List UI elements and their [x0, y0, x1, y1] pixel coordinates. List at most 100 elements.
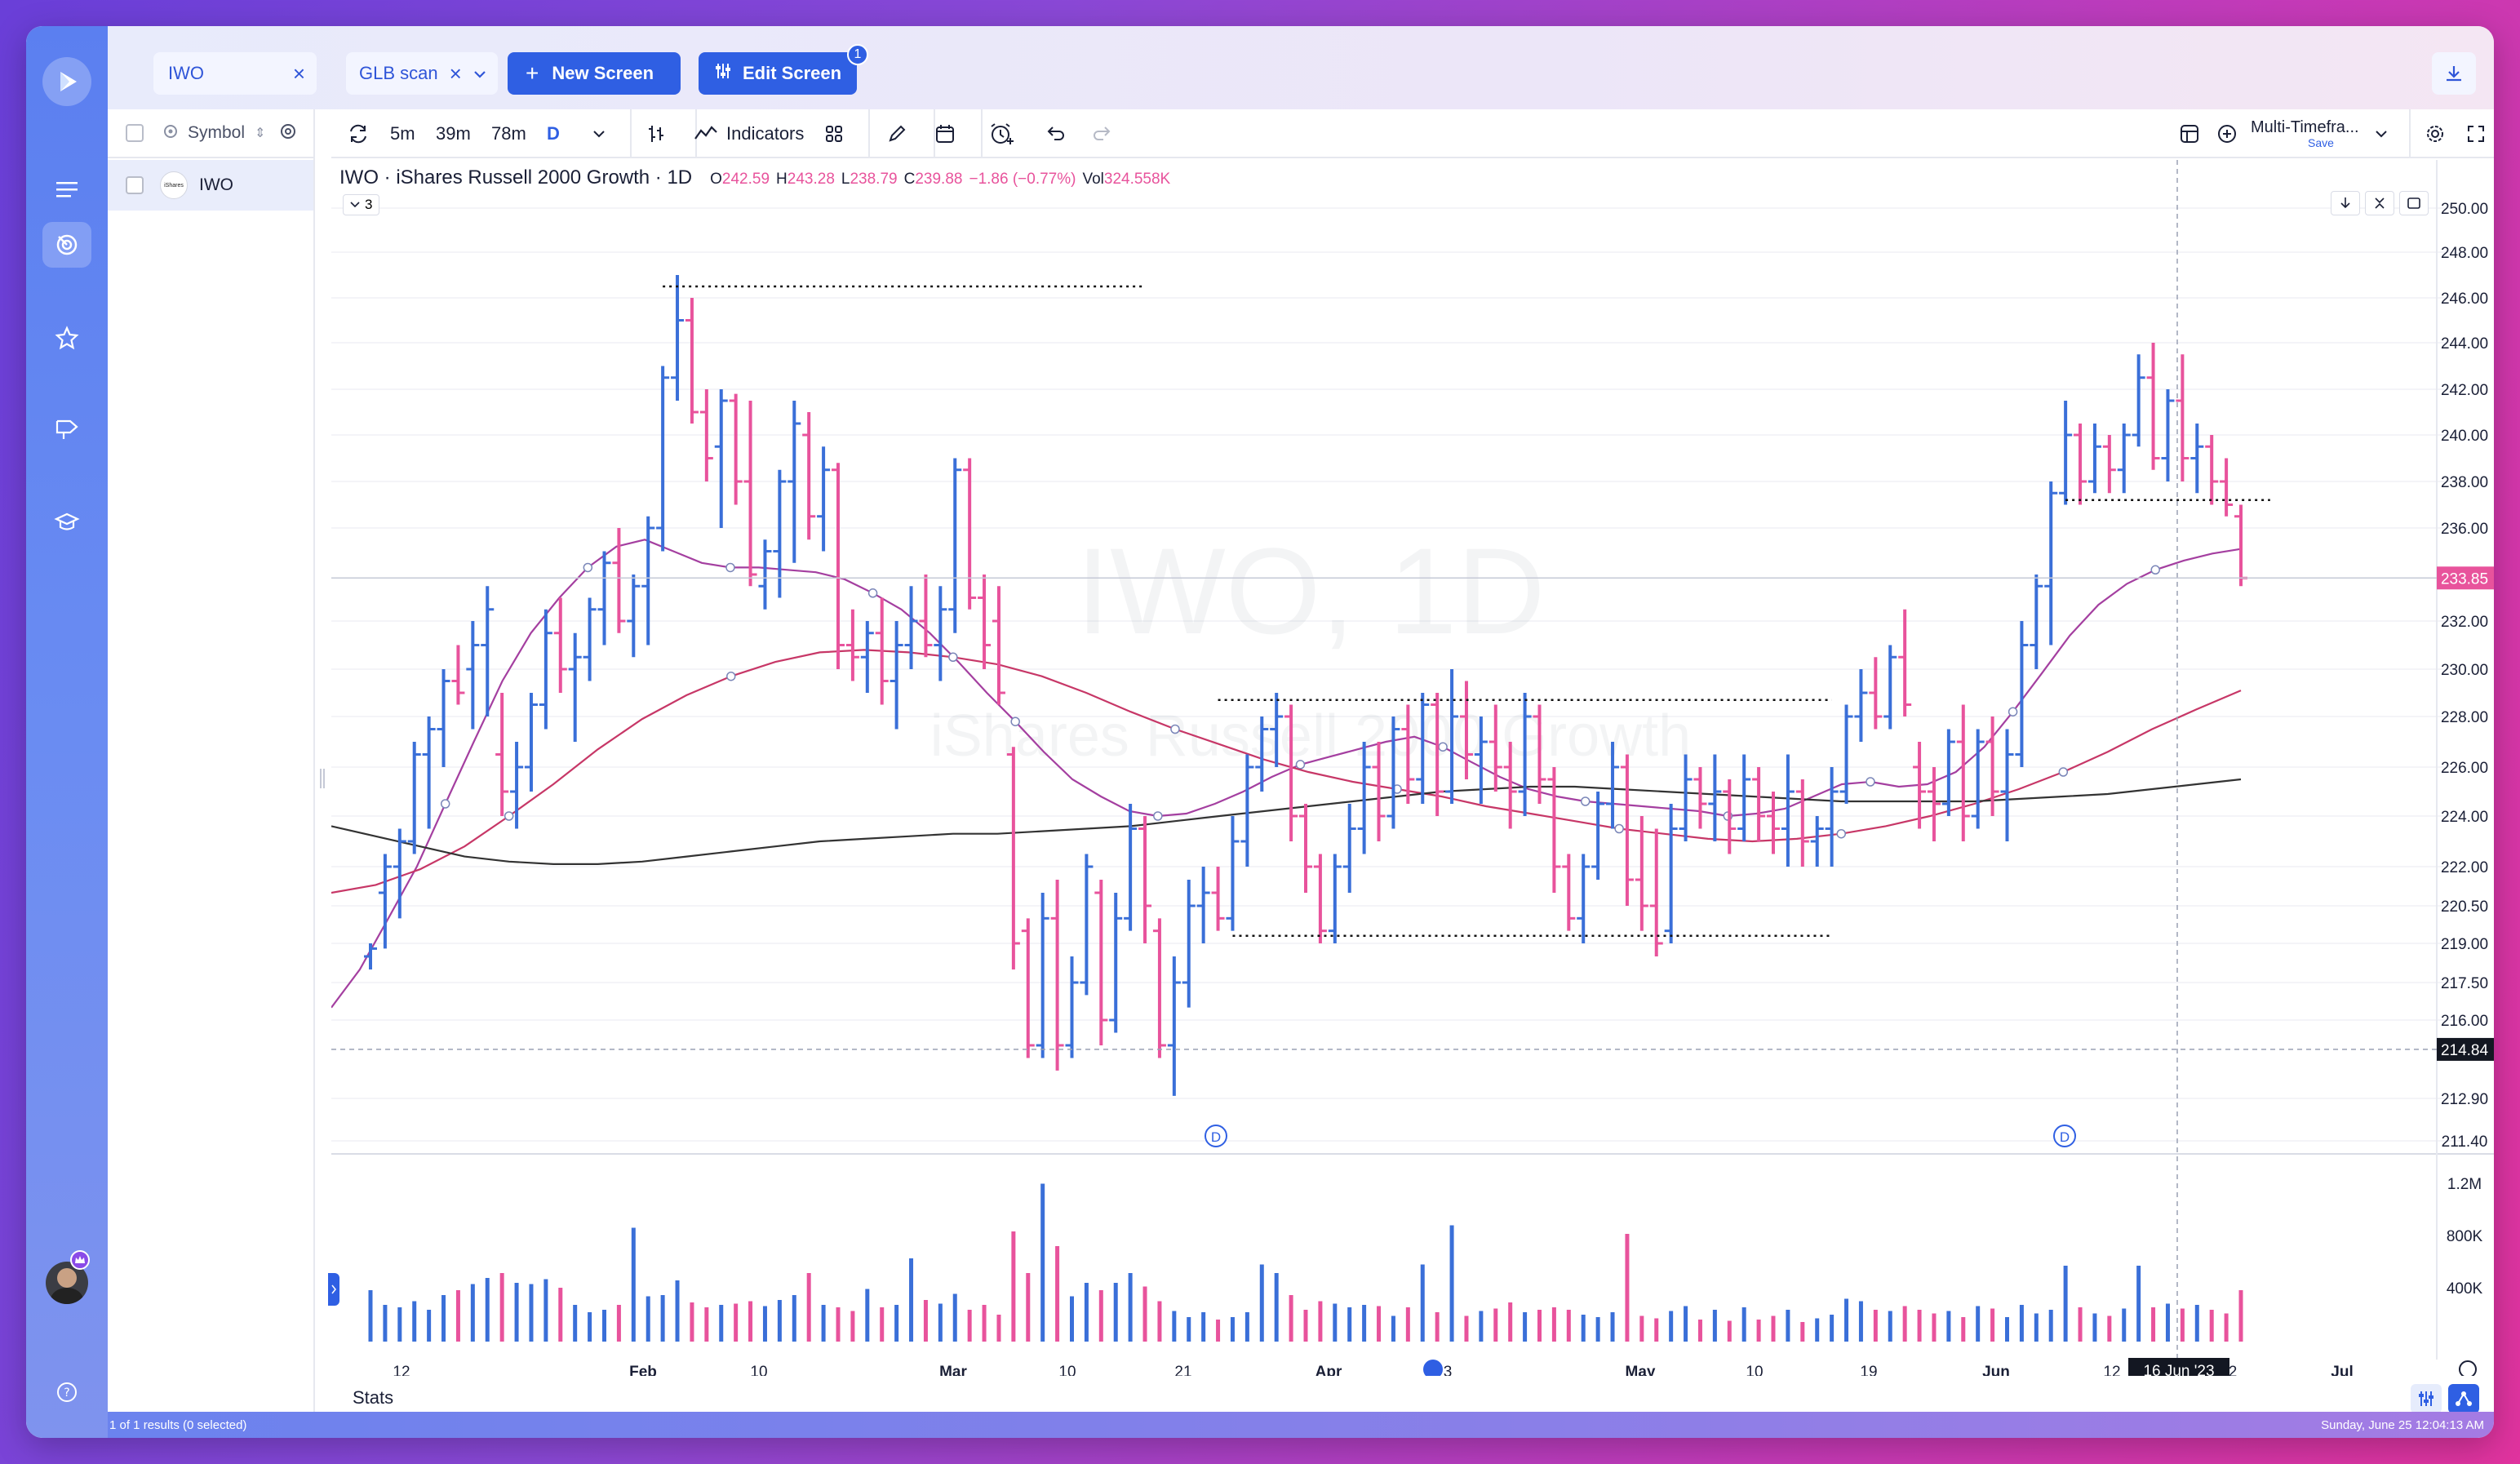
price-chart[interactable]: IWO, 1D iShares Russell 2000 Growth D D 25…: [331, 160, 2494, 1376]
help-icon[interactable]: ?: [42, 1369, 91, 1415]
bottom-network-icon[interactable]: [2448, 1384, 2479, 1413]
ohlc-bar: [1927, 767, 1941, 841]
ohlc-bar: [378, 854, 392, 949]
avatar[interactable]: [46, 1262, 88, 1304]
volume-bar: [1377, 1306, 1382, 1342]
ohlc-bar: [1386, 716, 1400, 829]
volume-bar: [383, 1305, 388, 1342]
stats-tab[interactable]: Stats: [353, 1387, 394, 1408]
chart-toolbar: 5m 39m 78m D Indicators Multi-Timefra...…: [331, 109, 2494, 158]
volume-bar: [1639, 1315, 1644, 1342]
add-layout-icon[interactable]: [2216, 109, 2238, 158]
download-button[interactable]: [2432, 52, 2476, 95]
svg-text:?: ?: [64, 1386, 69, 1400]
volume-bar: [880, 1307, 885, 1342]
alarm-add-icon[interactable]: [989, 109, 1015, 158]
volume-tick-label: 1.2M: [2447, 1176, 2482, 1193]
symbol-column-header[interactable]: Symbol: [188, 123, 246, 142]
map-flag-icon[interactable]: [42, 406, 91, 452]
bottom-sliders-icon[interactable]: [2411, 1384, 2442, 1413]
open-label: O: [710, 171, 722, 188]
volume-bar: [2151, 1307, 2156, 1342]
top-bar: IWO × GLB scan × + New Screen Edit Scree…: [108, 26, 2494, 109]
indicator-collapse-button[interactable]: 3: [343, 194, 380, 215]
volume-bar: [616, 1305, 621, 1342]
ma-node: [1836, 828, 1846, 839]
ohlc-bar: [422, 716, 436, 829]
new-screen-button[interactable]: + New Screen: [508, 52, 681, 95]
ohlc-bar: [2190, 424, 2204, 494]
time-tick-label: Mar: [939, 1364, 967, 1376]
low-value: 238.79: [850, 171, 898, 188]
resize-handle[interactable]: [320, 769, 325, 788]
ohlc-bar: [553, 597, 567, 693]
select-all-checkbox[interactable]: [126, 124, 144, 142]
time-tick-label: Apr: [1315, 1364, 1342, 1376]
maximize-pane-icon[interactable]: [2399, 191, 2429, 215]
ohlc-bar: [1679, 754, 1693, 841]
redo-icon[interactable]: [1092, 109, 1111, 158]
refresh-icon[interactable]: [348, 109, 369, 158]
open-value: 242.59: [721, 171, 770, 188]
close-icon[interactable]: ×: [292, 60, 305, 86]
ohlc-bar: [1036, 893, 1049, 1058]
row-checkbox[interactable]: [126, 176, 144, 194]
chevron-down-icon[interactable]: [592, 109, 606, 158]
bar-chart-type-icon[interactable]: [645, 109, 668, 158]
save-link[interactable]: Save: [2308, 136, 2334, 149]
indicators-icon: [694, 126, 717, 140]
interval-39m[interactable]: 39m: [436, 123, 471, 144]
volume-bar: [2048, 1310, 2053, 1342]
ohlc-bar: [1299, 804, 1312, 893]
calendar-icon[interactable]: [934, 109, 956, 158]
interval-5m[interactable]: 5m: [390, 123, 415, 144]
volume-bar: [1362, 1305, 1367, 1342]
layout-selector[interactable]: Multi-Timefra... Save: [2251, 109, 2359, 158]
sort-icon[interactable]: ⇕: [255, 126, 266, 140]
volume-bar: [1449, 1225, 1454, 1342]
ma-node: [504, 811, 514, 821]
fullscreen-icon[interactable]: [2466, 109, 2486, 158]
expand-left-handle[interactable]: [328, 1273, 339, 1306]
ohlc-bar: [1985, 716, 1999, 816]
ohlc-bar: [1284, 704, 1298, 841]
chevron-down-icon[interactable]: [2375, 109, 2388, 158]
edit-screen-button[interactable]: Edit Screen: [699, 52, 857, 95]
volume-bar: [1595, 1317, 1600, 1342]
settings-icon[interactable]: [278, 122, 298, 145]
results-count: 1 of 1 results (0 selected): [109, 1418, 247, 1432]
price-tick-label: 240.00: [2441, 428, 2488, 445]
pencil-icon[interactable]: [886, 109, 907, 158]
ohlc-bar: [890, 621, 903, 730]
ohlc-bar: [699, 389, 713, 481]
menu-icon[interactable]: [42, 166, 91, 212]
ohlc-bar: [1767, 792, 1780, 854]
volume-bar: [441, 1295, 446, 1342]
ohlc-bar: [1094, 880, 1108, 1045]
divider: [868, 109, 870, 158]
star-icon[interactable]: [42, 315, 91, 361]
close-icon[interactable]: ×: [449, 60, 462, 86]
layout-icon[interactable]: [2179, 109, 2200, 158]
chevron-down-icon[interactable]: [473, 63, 486, 84]
templates-icon[interactable]: [824, 109, 844, 158]
volume-bar: [894, 1305, 899, 1342]
education-icon[interactable]: [42, 499, 91, 545]
undo-icon[interactable]: [1046, 109, 1066, 158]
time-tick-label: 12: [2103, 1364, 2120, 1376]
collapse-pane-icon[interactable]: [2365, 191, 2394, 215]
chevron-down-icon: [350, 202, 360, 208]
last-price-tag: [2437, 566, 2494, 590]
table-row[interactable]: iShares IWO: [108, 160, 313, 211]
interval-78m[interactable]: 78m: [491, 123, 526, 144]
chart-area[interactable]: IWO, 1D iShares Russell 2000 Growth D D 25…: [328, 160, 2494, 1413]
scanner-icon[interactable]: [42, 222, 91, 268]
interval-d[interactable]: D: [547, 123, 560, 144]
settings-icon[interactable]: [2424, 109, 2447, 158]
tab-iwo[interactable]: IWO ×: [153, 52, 317, 95]
price-tick-label: 248.00: [2441, 245, 2488, 262]
tab-glb-scan[interactable]: GLB scan ×: [346, 52, 498, 95]
app-logo-icon[interactable]: [42, 57, 91, 106]
indicators-button[interactable]: Indicators: [694, 109, 804, 158]
arrow-down-icon[interactable]: [2331, 191, 2360, 215]
